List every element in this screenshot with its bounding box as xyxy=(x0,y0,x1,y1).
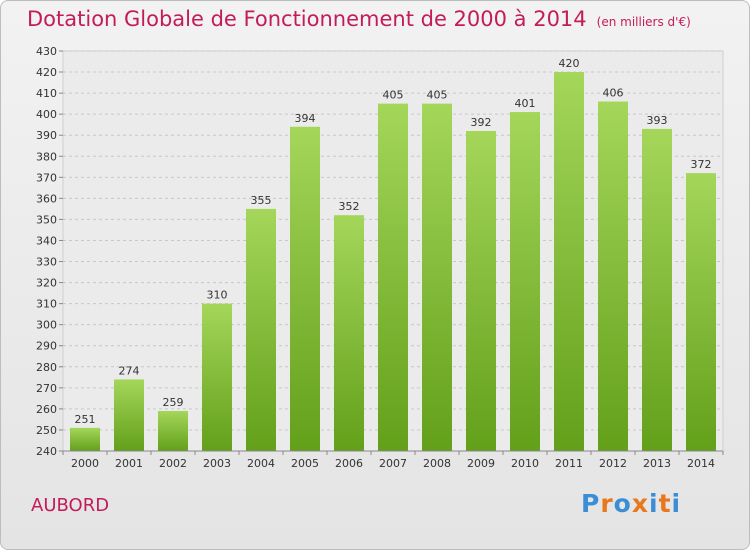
y-tick-label: 360 xyxy=(36,192,57,205)
bar xyxy=(290,126,320,451)
bar xyxy=(422,103,452,451)
x-tick-label: 2011 xyxy=(555,457,583,470)
logo-letter: t xyxy=(658,489,672,518)
y-tick-label: 270 xyxy=(36,382,57,395)
bar xyxy=(334,215,364,451)
y-tick-label: 260 xyxy=(36,403,57,416)
bar-value-label: 420 xyxy=(559,57,580,70)
bar xyxy=(466,131,496,451)
logo-letter: P xyxy=(581,489,601,518)
x-tick-label: 2009 xyxy=(467,457,495,470)
x-tick-label: 2010 xyxy=(511,457,539,470)
bar xyxy=(158,411,188,451)
x-tick-label: 2007 xyxy=(379,457,407,470)
y-tick-label: 280 xyxy=(36,361,57,374)
y-axis: 240 250 260 270 280 290 300 310 320 330 340 350 360 3… xyxy=(36,45,63,458)
logo-letter: i xyxy=(649,489,659,518)
bar-value-label: 372 xyxy=(691,158,712,171)
bar-value-label: 355 xyxy=(251,194,272,207)
bar-value-label: 405 xyxy=(427,89,448,102)
bars xyxy=(70,72,716,452)
commune-name: AUBORD xyxy=(31,495,110,516)
bar xyxy=(114,379,144,451)
y-tick-label: 420 xyxy=(36,66,57,79)
y-tick-label: 330 xyxy=(36,256,57,269)
bar-value-label: 310 xyxy=(207,289,228,302)
bar-value-label: 352 xyxy=(339,200,360,213)
logo-letter: i xyxy=(671,489,682,518)
x-tick-label: 2012 xyxy=(599,457,627,470)
y-tick-label: 430 xyxy=(36,45,57,58)
x-tick-label: 2014 xyxy=(687,457,715,470)
chart-title: Dotation Globale de Fonctionnement de 20… xyxy=(27,7,691,31)
x-tick-label: 2006 xyxy=(335,457,363,470)
y-tick-label: 380 xyxy=(36,150,57,163)
bar-value-label: 394 xyxy=(295,112,316,125)
y-tick-label: 370 xyxy=(36,171,57,184)
bar xyxy=(378,103,408,451)
logo-letter: o xyxy=(613,489,632,518)
bar xyxy=(686,173,716,451)
y-tick-label: 400 xyxy=(36,108,57,121)
bar xyxy=(202,303,232,451)
data-labels: 251 274 259 310 355 394 352 405 405 392 401 420 406 3… xyxy=(75,57,712,426)
x-tick-label: 2013 xyxy=(643,457,671,470)
y-tick-label: 390 xyxy=(36,129,57,142)
bar-value-label: 274 xyxy=(119,364,140,377)
bar-value-label: 393 xyxy=(647,114,668,127)
y-tick-label: 350 xyxy=(36,213,57,226)
bar xyxy=(510,112,540,451)
bar xyxy=(246,208,276,451)
bar-value-label: 406 xyxy=(603,87,624,100)
bar-value-label: 401 xyxy=(515,97,536,110)
y-tick-label: 240 xyxy=(36,445,57,458)
bar-value-label: 259 xyxy=(163,396,184,409)
logo-letter: r xyxy=(600,489,614,518)
y-tick-label: 320 xyxy=(36,277,57,290)
title-text: Dotation Globale de Fonctionnement de 20… xyxy=(27,7,587,31)
bar-value-label: 251 xyxy=(75,413,96,426)
bar xyxy=(642,128,672,451)
x-axis: 2000 2001 2002 2003 2004 2005 2006 2007 2008 2009… xyxy=(62,450,724,470)
x-tick-label: 2003 xyxy=(203,457,231,470)
logo-letter: x xyxy=(631,489,649,518)
bar xyxy=(598,101,628,452)
y-tick-label: 340 xyxy=(36,234,57,247)
bar-value-label: 405 xyxy=(383,89,404,102)
y-tick-label: 310 xyxy=(36,298,57,311)
y-tick-label: 250 xyxy=(36,424,57,437)
y-tick-label: 290 xyxy=(36,340,57,353)
bar-value-label: 392 xyxy=(471,116,492,129)
x-tick-label: 2000 xyxy=(71,457,99,470)
x-tick-label: 2001 xyxy=(115,457,143,470)
x-tick-label: 2005 xyxy=(291,457,319,470)
x-tick-label: 2004 xyxy=(247,457,275,470)
y-tick-label: 300 xyxy=(36,319,57,332)
bar xyxy=(70,427,100,451)
unit-label: (en milliers d'€) xyxy=(596,15,691,29)
y-tick-label: 410 xyxy=(36,87,57,100)
x-tick-label: 2002 xyxy=(159,457,187,470)
proxiti-logo: Proxiti xyxy=(581,489,681,518)
x-tick-label: 2008 xyxy=(423,457,451,470)
bar xyxy=(554,72,584,451)
